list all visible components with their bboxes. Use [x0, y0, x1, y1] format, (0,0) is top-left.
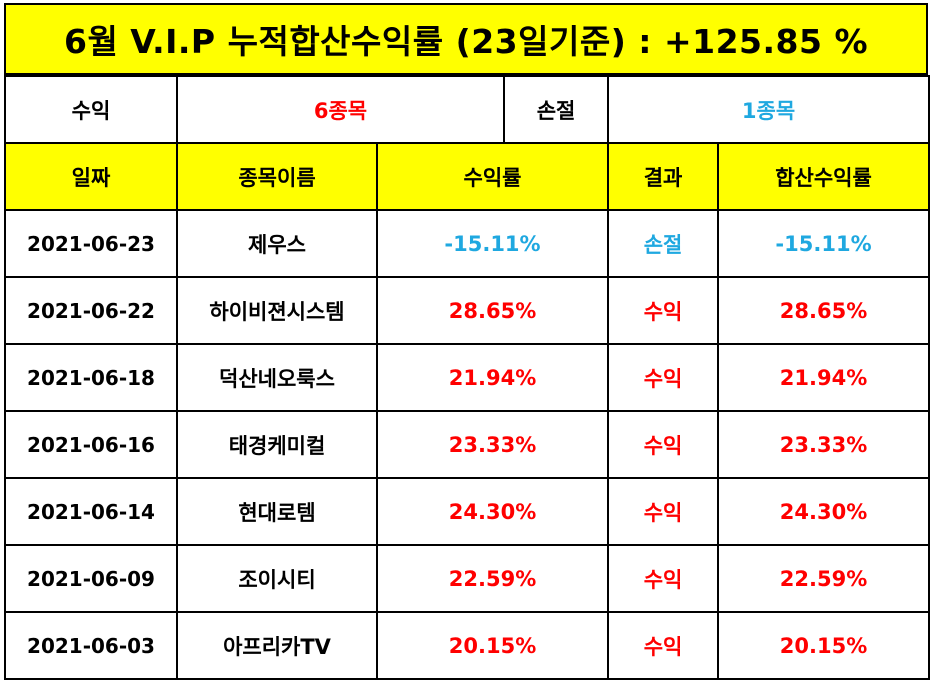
header-row: 일짜 종목이름 수익률 결과 합산수익률 — [4, 142, 931, 211]
row-rate: 20.15% — [375, 611, 610, 680]
table-row: 2021-06-23 제우스 -15.11% 손절 -15.11% — [4, 209, 931, 278]
row-total-rate: 22.59% — [717, 544, 931, 613]
row-stock-name: 하이비젼시스템 — [176, 276, 378, 345]
row-result: 수익 — [607, 276, 720, 345]
row-rate: 21.94% — [375, 343, 610, 412]
row-result: 수익 — [607, 477, 720, 546]
row-total-rate: 21.94% — [717, 343, 931, 412]
row-total-rate: 23.33% — [717, 410, 931, 479]
summary-row: 수익 6종목 손절 1종목 — [4, 75, 931, 144]
row-result: 수익 — [607, 343, 720, 412]
row-stock-name: 현대로템 — [176, 477, 378, 546]
header-name: 종목이름 — [176, 142, 378, 211]
row-date: 2021-06-22 — [4, 276, 178, 345]
row-date: 2021-06-23 — [4, 209, 178, 278]
row-total-rate: 20.15% — [717, 611, 931, 680]
row-rate: 28.65% — [375, 276, 610, 345]
table-row: 2021-06-14 현대로템 24.30% 수익 24.30% — [4, 477, 931, 546]
row-total-rate: 24.30% — [717, 477, 931, 546]
table-row: 2021-06-22 하이비젼시스템 28.65% 수익 28.65% — [4, 276, 931, 345]
header-result: 결과 — [607, 142, 720, 211]
row-result: 수익 — [607, 611, 720, 680]
header-rate: 수익률 — [375, 142, 610, 211]
row-date: 2021-06-16 — [4, 410, 178, 479]
profit-label: 수익 — [4, 75, 178, 144]
profit-count: 6종목 — [175, 75, 506, 144]
row-rate: 22.59% — [375, 544, 610, 613]
table-row: 2021-06-09 조이시티 22.59% 수익 22.59% — [4, 544, 931, 613]
header-date: 일짜 — [4, 142, 178, 211]
header-total: 합산수익률 — [717, 142, 931, 211]
row-rate: 24.30% — [375, 477, 610, 546]
row-stock-name: 덕산네오룩스 — [176, 343, 378, 412]
row-rate: 23.33% — [375, 410, 610, 479]
row-date: 2021-06-09 — [4, 544, 178, 613]
row-result: 손절 — [607, 209, 720, 278]
loss-label: 손절 — [503, 75, 610, 144]
row-stock-name: 아프리카TV — [176, 611, 378, 680]
results-sheet: 6월 V.I.P 누적합산수익률 (23일기준) : +125.85 % 수익 … — [4, 3, 931, 696]
row-date: 2021-06-18 — [4, 343, 178, 412]
row-date: 2021-06-14 — [4, 477, 178, 546]
row-total-rate: -15.11% — [717, 209, 931, 278]
table-row: 2021-06-16 태경케미컬 23.33% 수익 23.33% — [4, 410, 931, 479]
results-table: 수익 6종목 손절 1종목 일짜 종목이름 수익률 결과 합산수익률 2021-… — [4, 75, 931, 680]
loss-count: 1종목 — [607, 75, 931, 144]
row-rate: -15.11% — [375, 209, 610, 278]
row-stock-name: 제우스 — [176, 209, 378, 278]
table-row: 2021-06-18 덕산네오룩스 21.94% 수익 21.94% — [4, 343, 931, 412]
row-date: 2021-06-03 — [4, 611, 178, 680]
row-total-rate: 28.65% — [717, 276, 931, 345]
row-stock-name: 조이시티 — [176, 544, 378, 613]
row-result: 수익 — [607, 410, 720, 479]
sheet-title: 6월 V.I.P 누적합산수익률 (23일기준) : +125.85 % — [4, 3, 928, 75]
row-result: 수익 — [607, 544, 720, 613]
row-stock-name: 태경케미컬 — [176, 410, 378, 479]
table-row: 2021-06-03 아프리카TV 20.15% 수익 20.15% — [4, 611, 931, 680]
